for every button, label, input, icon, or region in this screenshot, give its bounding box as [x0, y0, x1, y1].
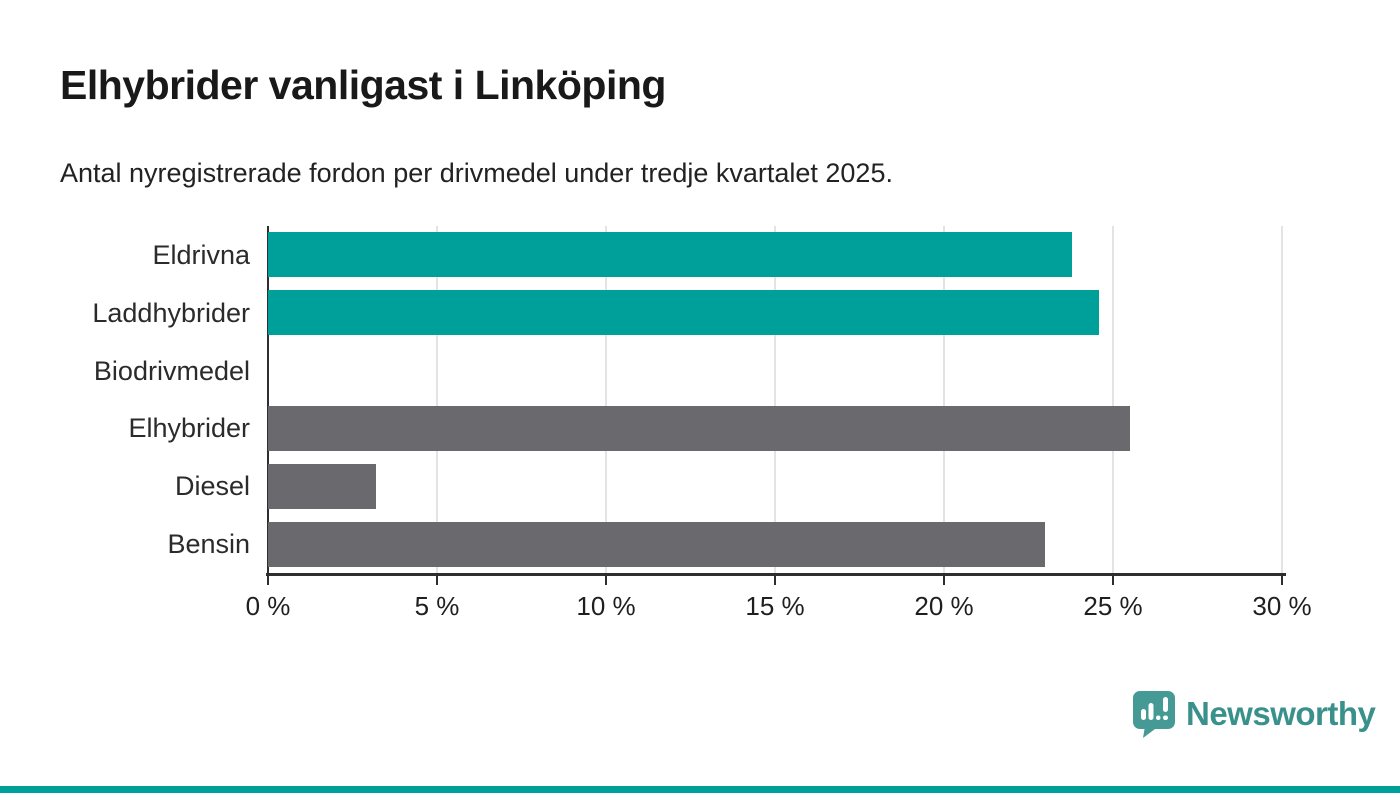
plot-area	[267, 226, 1283, 573]
gridline	[436, 226, 438, 573]
bar-diesel	[268, 463, 377, 509]
x-tick-label: 20 %	[914, 591, 974, 621]
category-label: Eldrivna	[152, 239, 250, 270]
category-label: Elhybrider	[128, 413, 250, 444]
x-tick-label: 5 %	[414, 591, 460, 621]
axis-tick	[605, 576, 607, 585]
y-axis-spine	[267, 226, 269, 573]
category-label: Biodrivmedel	[93, 355, 250, 386]
x-tick-label: 25 %	[1083, 591, 1143, 621]
category-label: Laddhybrider	[92, 297, 250, 328]
gridline	[1112, 226, 1114, 573]
axis-tick	[436, 576, 438, 585]
x-axis-line	[266, 573, 1286, 576]
x-tick-label: 0 %	[245, 591, 291, 621]
gridline	[943, 226, 945, 573]
bar-bensin	[268, 521, 1046, 567]
axis-tick	[1112, 576, 1114, 585]
axis-tick	[1281, 576, 1283, 585]
x-axis: 0 % 5 % 10 % 15 % 20 % 25 % 30 %	[246, 573, 1312, 633]
page-title: Elhybrider vanligast i Linköping	[60, 62, 666, 108]
x-tick-label: 10 %	[576, 591, 636, 621]
x-tick-label: 15 %	[745, 591, 805, 621]
category-labels: Eldrivna Laddhybrider Biodrivmedel Elhybrid…	[0, 226, 250, 573]
axis-tick	[267, 576, 269, 585]
newsworthy-logo-text: Newsworthy	[1186, 695, 1376, 732]
gridline	[605, 226, 607, 573]
bar-eldrivna	[268, 232, 1073, 278]
category-label: Diesel	[174, 471, 250, 502]
gridline	[1281, 226, 1283, 573]
category-label: Bensin	[167, 529, 250, 560]
axis-tick	[774, 576, 776, 585]
gridline	[774, 226, 776, 573]
bar-laddhybrider	[268, 290, 1100, 336]
newsworthy-speech-bubble-bar-chart-icon	[1133, 691, 1175, 738]
bottom-accent-strip	[0, 786, 1400, 793]
chart-subtitle: Antal nyregistrerade fordon per drivmede…	[60, 158, 893, 188]
bar-elhybrider	[268, 405, 1130, 451]
x-tick-label: 30 %	[1252, 591, 1312, 621]
newsworthy-logo: Newsworthy	[1132, 690, 1376, 738]
axis-tick	[943, 576, 945, 585]
